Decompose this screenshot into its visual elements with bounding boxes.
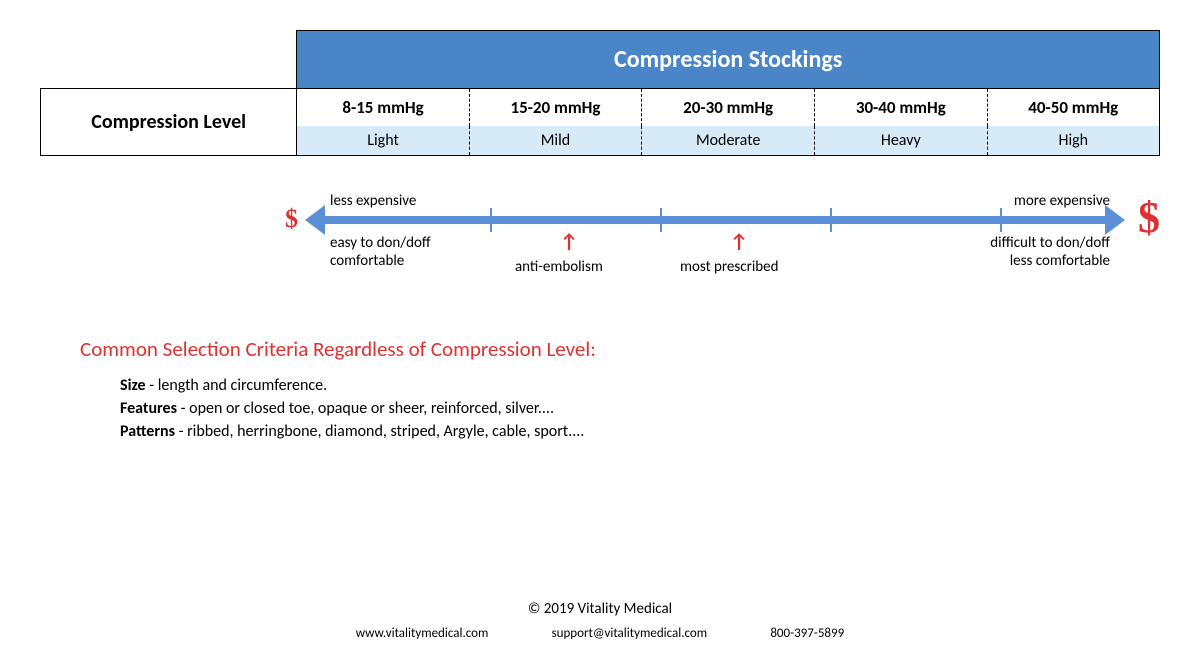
- table-header: Compression Stockings: [297, 31, 1160, 89]
- footer-email: support@vitalitymedical.com: [552, 626, 708, 641]
- up-arrow-icon: ↑: [730, 230, 748, 254]
- criteria-text: - open or closed toe, opaque or sheer, r…: [177, 399, 554, 418]
- footer-website: www.vitalitymedical.com: [356, 626, 489, 641]
- level-cell: Light: [297, 126, 469, 156]
- note-more-expensive: more expensive: [1014, 192, 1110, 210]
- mmhg-cell: 8-15 mmHg: [297, 89, 469, 127]
- empty-corner: [41, 31, 297, 89]
- copyright: © 2019 Vitality Medical: [0, 600, 1200, 618]
- scale-tick: [490, 208, 492, 232]
- criteria-text: - ribbed, herringbone, diamond, striped,…: [175, 422, 584, 441]
- criteria-label: Features: [120, 399, 177, 418]
- mmhg-cell: 30-40 mmHg: [815, 89, 987, 127]
- compression-table: Compression Stockings Compression Level …: [40, 30, 1160, 156]
- criteria-label: Patterns: [120, 422, 175, 441]
- level-cell: Mild: [469, 126, 641, 156]
- level-cell: Heavy: [815, 126, 987, 156]
- criteria-text: - length and circumference.: [146, 376, 328, 395]
- note-difficult-don: difficult to don/doff: [990, 234, 1110, 252]
- dollar-left-icon: $: [285, 204, 298, 234]
- criteria-label: Size: [120, 376, 146, 395]
- row-label: Compression Level: [41, 89, 297, 156]
- scale-tick: [830, 208, 832, 232]
- mmhg-cell: 15-20 mmHg: [469, 89, 641, 127]
- level-cell: Moderate: [642, 126, 815, 156]
- callout-anti-embolism: anti-embolism: [515, 258, 603, 276]
- criteria-section: Common Selection Criteria Regardless of …: [80, 336, 1160, 441]
- criteria-line: Features - open or closed toe, opaque or…: [120, 399, 1160, 418]
- note-easy-don: easy to don/doff: [330, 234, 431, 252]
- criteria-line: Size - length and circumference.: [120, 376, 1160, 395]
- criteria-line: Patterns - ribbed, herringbone, diamond,…: [120, 422, 1160, 441]
- scale-bar: [320, 216, 1110, 224]
- callout-most-prescribed: most prescribed: [680, 258, 779, 276]
- note-less-expensive: less expensive: [330, 192, 416, 210]
- scale-tick: [1000, 208, 1002, 232]
- footer-phone: 800-397-5899: [770, 626, 844, 641]
- up-arrow-icon: ↑: [560, 230, 578, 254]
- note-comfortable: comfortable: [330, 252, 404, 270]
- footer-links: www.vitalitymedical.com support@vitality…: [0, 624, 1200, 641]
- footer: © 2019 Vitality Medical www.vitalitymedi…: [0, 600, 1200, 641]
- criteria-title: Common Selection Criteria Regardless of …: [80, 336, 1160, 362]
- dollar-right-icon: $: [1138, 192, 1160, 243]
- scale-tick: [660, 208, 662, 232]
- mmhg-cell: 40-50 mmHg: [987, 89, 1159, 127]
- mmhg-cell: 20-30 mmHg: [642, 89, 815, 127]
- note-less-comfortable: less comfortable: [1010, 252, 1110, 270]
- price-scale: $ $ less expensive easy to don/doff comf…: [40, 186, 1160, 306]
- level-cell: High: [987, 126, 1159, 156]
